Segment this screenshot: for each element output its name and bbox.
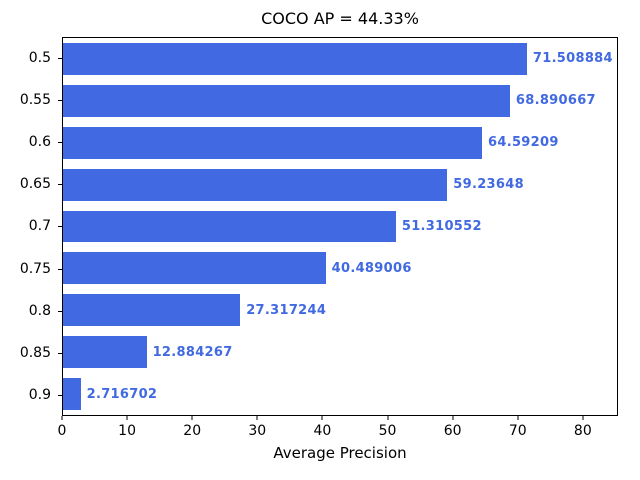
- bar-value-label: 68.890667: [515, 93, 596, 109]
- bar: [63, 126, 483, 159]
- bar-row: 27.317244: [63, 289, 617, 331]
- y-axis: 0.5 0.55 0.6 0.65 0.7 0.75 0.8 0.85 0.9: [0, 37, 62, 416]
- y-tick-mark: [58, 184, 62, 186]
- y-tick-label: 0.8: [28, 302, 51, 319]
- y-tick: 0.55: [0, 79, 62, 121]
- chart-title: COCO AP = 44.33%: [261, 9, 419, 28]
- x-axis: 0 10 20 30 40 50 60 70 80: [58, 416, 618, 442]
- bar: [63, 252, 326, 285]
- y-tick: 0.7: [0, 205, 62, 247]
- x-tick-label: 80: [573, 423, 592, 439]
- y-tick-mark: [58, 226, 62, 228]
- y-tick-label: 0.6: [28, 134, 51, 151]
- bar-row: 51.310552: [63, 206, 617, 248]
- bar: [63, 294, 241, 327]
- bar-row: 68.890667: [63, 80, 617, 122]
- x-tick-mark: [321, 416, 323, 420]
- y-tick-label: 0.75: [19, 260, 51, 277]
- x-tick-mark: [582, 416, 584, 420]
- bar-value-label: 2.716702: [86, 386, 158, 402]
- bar: [63, 336, 147, 369]
- bar-row: 40.489006: [63, 247, 617, 289]
- bar-value-label: 51.310552: [401, 219, 482, 234]
- x-tick-label: 10: [118, 423, 137, 439]
- y-tick: 0.85: [0, 332, 62, 374]
- x-tick-label: 0: [57, 423, 67, 439]
- bar-value-label: 64.59209: [488, 135, 559, 151]
- x-tick-label: 60: [443, 423, 462, 439]
- x-tick-mark: [452, 416, 454, 420]
- x-tick-label: 50: [378, 423, 397, 439]
- bar-row: 59.23648: [63, 164, 617, 206]
- x-tick-mark: [61, 416, 63, 420]
- y-tick-mark: [58, 310, 62, 312]
- x-tick-mark: [517, 416, 519, 420]
- bar-value-label: 27.317244: [246, 302, 327, 318]
- bar-value-label: 40.489006: [331, 260, 412, 276]
- plot-area: 71.508884 68.890667 64.59209 59.23648 51.310…: [62, 37, 618, 416]
- y-tick: 0.5: [0, 37, 62, 79]
- y-tick-mark: [58, 100, 62, 102]
- y-tick: 0.9: [0, 374, 62, 416]
- bar-row: 2.716702: [63, 373, 617, 415]
- bar: [63, 210, 396, 243]
- y-tick-label: 0.65: [19, 176, 51, 193]
- x-tick-label: 30: [248, 423, 267, 439]
- y-tick-label: 0.9: [28, 386, 51, 403]
- y-tick-mark: [58, 352, 62, 354]
- x-axis-label: Average Precision: [273, 444, 407, 462]
- y-tick-mark: [58, 394, 62, 396]
- bar-value-label: 71.508884: [532, 51, 613, 67]
- bar-row: 71.508884: [63, 38, 617, 80]
- y-tick: 0.8: [0, 290, 62, 332]
- x-tick-label: 70: [508, 423, 527, 439]
- x-tick-mark: [256, 416, 258, 420]
- x-tick-label: 20: [183, 423, 202, 439]
- bar-row: 12.884267: [63, 331, 617, 373]
- y-tick: 0.65: [0, 163, 62, 205]
- bar: [63, 43, 527, 75]
- y-tick-label: 0.55: [19, 92, 51, 109]
- y-tick-label: 0.5: [28, 50, 51, 67]
- x-tick-label: 40: [313, 423, 332, 439]
- y-tick-label: 0.85: [19, 344, 51, 361]
- bar-row: 64.59209: [63, 122, 617, 164]
- y-tick-mark: [58, 142, 62, 144]
- bar-value-label: 12.884267: [152, 344, 233, 360]
- bar-value-label: 59.23648: [453, 177, 524, 193]
- bar: [63, 168, 448, 201]
- x-tick-mark: [387, 416, 389, 420]
- bar: [63, 378, 81, 410]
- x-tick-mark: [191, 416, 193, 420]
- x-tick-mark: [126, 416, 128, 420]
- y-tick-mark: [58, 268, 62, 270]
- bar: [63, 84, 510, 117]
- y-tick: 0.75: [0, 248, 62, 290]
- y-tick-mark: [58, 58, 62, 60]
- y-tick: 0.6: [0, 121, 62, 163]
- y-tick-label: 0.7: [28, 218, 51, 235]
